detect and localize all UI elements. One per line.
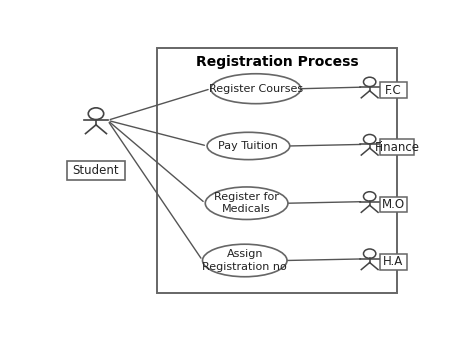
Text: Student: Student	[73, 164, 119, 177]
Text: Registration Process: Registration Process	[196, 55, 358, 69]
Text: Assign
Registration no: Assign Registration no	[202, 249, 287, 272]
Ellipse shape	[205, 187, 288, 219]
Text: Register Courses: Register Courses	[209, 84, 303, 94]
Text: Finance: Finance	[374, 141, 419, 154]
Ellipse shape	[202, 244, 287, 277]
Text: M.O: M.O	[382, 198, 405, 211]
Text: Register for
Medicals: Register for Medicals	[214, 192, 279, 214]
Ellipse shape	[207, 132, 290, 160]
Text: F.C: F.C	[385, 83, 402, 97]
Text: H.A: H.A	[383, 255, 403, 268]
Ellipse shape	[211, 74, 301, 104]
FancyBboxPatch shape	[380, 197, 407, 212]
FancyBboxPatch shape	[380, 254, 407, 270]
FancyBboxPatch shape	[66, 161, 125, 180]
FancyBboxPatch shape	[380, 82, 407, 98]
Text: Pay Tuition: Pay Tuition	[219, 141, 278, 151]
FancyBboxPatch shape	[380, 140, 414, 155]
